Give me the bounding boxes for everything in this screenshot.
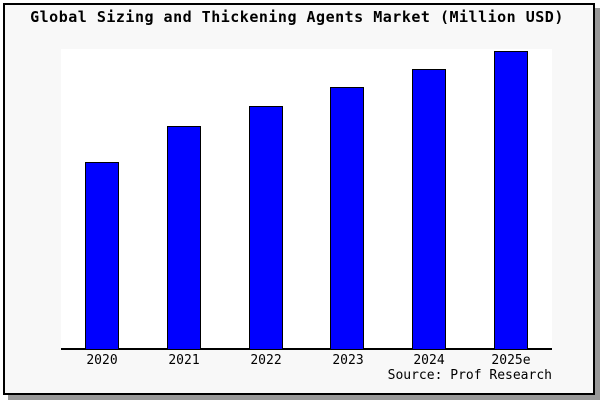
x-tick-label-2024: 2024	[413, 353, 445, 368]
x-tick-label-2020: 2020	[86, 353, 118, 368]
bar-2020	[85, 162, 119, 350]
bar-2023	[330, 87, 364, 350]
bar-2024	[412, 69, 446, 350]
x-tick-label-2023: 2023	[332, 353, 364, 368]
plot-area	[61, 49, 552, 350]
chart-title: Global Sizing and Thickening Agents Mark…	[30, 8, 564, 26]
bar-2021	[167, 126, 201, 350]
bar-2022	[249, 106, 283, 350]
source-credit: Source: Prof Research	[387, 368, 552, 383]
bar-2025e	[494, 51, 528, 350]
x-tick-label-2021: 2021	[168, 353, 200, 368]
x-axis-line	[61, 348, 552, 350]
x-axis-labels: 2020 2021 2022 2023 2024 2025e	[61, 353, 552, 368]
x-tick-label-2022: 2022	[250, 353, 282, 368]
x-tick-label-2025e: 2025e	[491, 353, 531, 368]
